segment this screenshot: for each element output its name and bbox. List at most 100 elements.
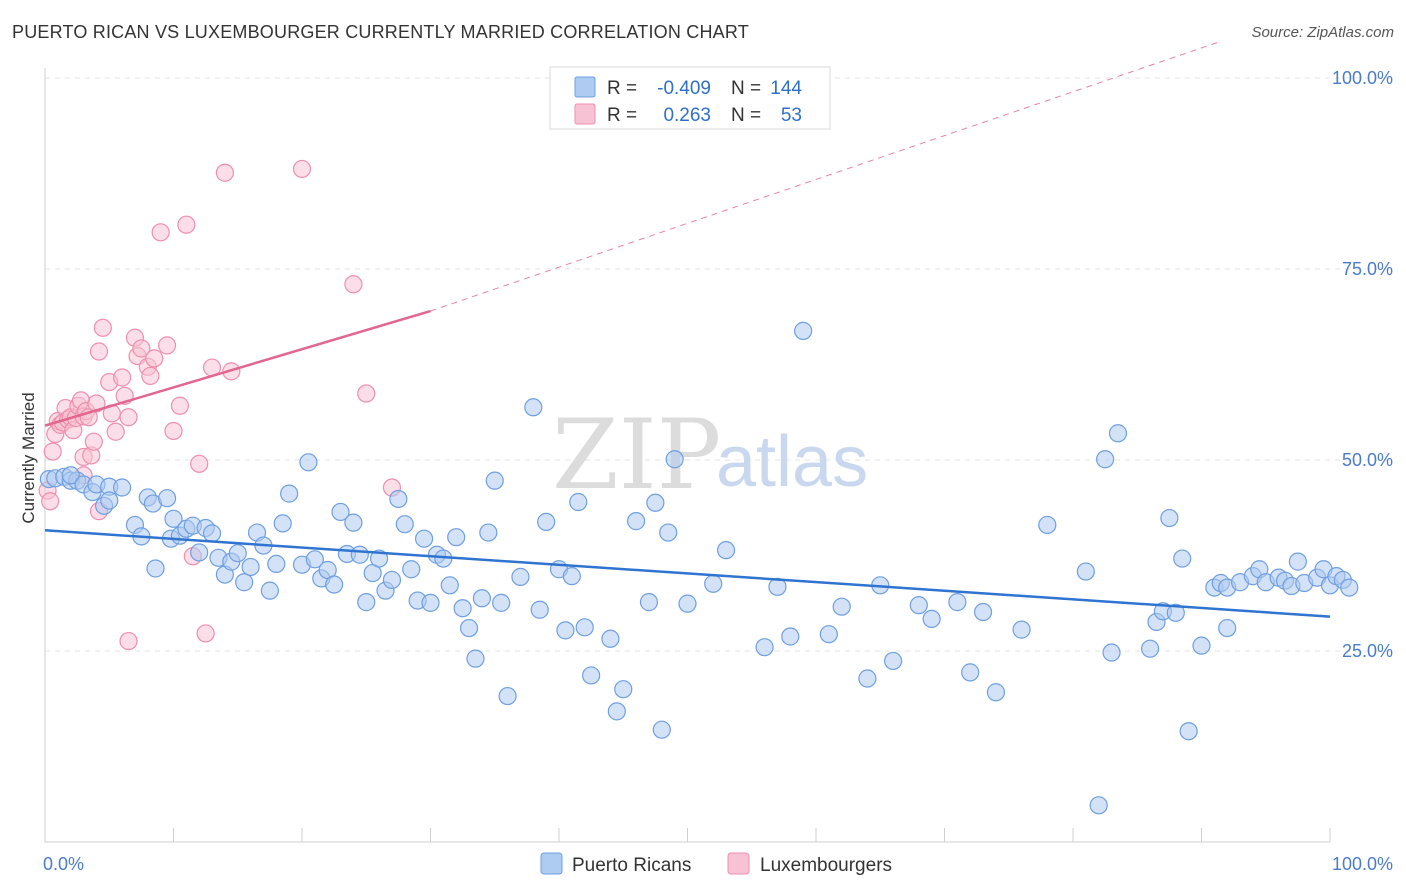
puerto-rican-point: [402, 560, 421, 579]
puerto-rican-point: [305, 550, 324, 569]
puerto-rican-point: [100, 491, 119, 510]
watermark: ZIP atlas: [552, 399, 868, 511]
puerto-rican-point: [524, 398, 543, 417]
puerto-rican-point: [1288, 552, 1307, 571]
series-legend-swatch-luxembourgers: [727, 852, 750, 875]
luxembourger-trend-extension: [430, 41, 1221, 312]
puerto-rican-point: [582, 666, 601, 685]
puerto-rican-point: [146, 559, 165, 578]
puerto-rican-point: [228, 544, 247, 563]
puerto-rican-point: [112, 478, 132, 497]
puerto-rican-point: [614, 680, 633, 699]
puerto-rican-points: [39, 321, 1359, 815]
puerto-rican-point: [1192, 636, 1211, 655]
puerto-rican-point: [260, 581, 279, 600]
legend-box: [549, 66, 831, 130]
puerto-rican-point: [794, 321, 813, 340]
puerto-rican-point: [511, 567, 530, 586]
puerto-rican-point: [202, 524, 222, 543]
puerto-rican-point: [973, 602, 993, 622]
puerto-rican-trend-line: [44, 529, 1331, 618]
puerto-rican-point: [1166, 603, 1185, 622]
legend-r-label-pink: R =: [607, 105, 637, 126]
puerto-rican-point: [350, 545, 369, 564]
puerto-rican-point: [1096, 450, 1115, 469]
luxembourger-point: [151, 223, 170, 242]
puerto-rican-point: [986, 683, 1006, 702]
luxembourger-point: [177, 215, 196, 234]
puerto-rican-point: [389, 489, 408, 509]
puerto-rican-point: [530, 600, 549, 619]
puerto-rican-point: [652, 720, 671, 739]
series-legend-swatch-puerto-ricans: [540, 852, 563, 875]
tick-labels: 25.0% 50.0% 75.0% 100.0% 0.0% 100.0%: [43, 68, 1393, 874]
puerto-rican-point: [267, 554, 286, 574]
puerto-rican-point: [922, 609, 941, 629]
puerto-rican-point: [556, 621, 575, 640]
puerto-rican-point: [1108, 424, 1128, 443]
series-legend-puerto-ricans: Puerto Ricans: [572, 855, 691, 876]
puerto-rican-point: [466, 649, 485, 668]
legend-n-value-blue: 144: [770, 78, 802, 99]
luxembourger-point: [344, 275, 363, 294]
luxembourger-point: [292, 159, 312, 179]
puerto-rican-point: [858, 669, 877, 688]
puerto-rican-point: [1218, 618, 1237, 638]
source-credit: Source: ZipAtlas.com: [1251, 24, 1394, 41]
luxembourger-point: [170, 396, 190, 415]
legend-r-label-blue: R =: [607, 78, 637, 99]
puerto-rican-point: [948, 593, 967, 612]
puerto-rican-point: [601, 629, 620, 648]
legend-r-value-blue: -0.409: [657, 78, 711, 99]
puerto-rican-point: [646, 493, 665, 512]
luxembourger-point: [357, 384, 376, 403]
puerto-rican-point: [492, 593, 511, 612]
puerto-rican-point: [325, 575, 344, 594]
series-legend: Puerto Ricans Luxembourgers: [540, 852, 892, 876]
legend-r-value-pink: 0.263: [663, 105, 711, 126]
legend-n-value-pink: 53: [781, 105, 802, 126]
puerto-rican-point: [1102, 643, 1121, 662]
luxembourger-point: [190, 454, 209, 473]
puerto-rican-point: [395, 515, 414, 534]
puerto-rican-point: [639, 593, 659, 612]
puerto-rican-point: [659, 523, 678, 542]
puerto-rican-point: [1140, 639, 1160, 658]
puerto-rican-point: [61, 466, 80, 485]
puerto-rican-point: [280, 484, 299, 503]
y-tick-label: 50.0%: [1342, 450, 1393, 470]
series-legend-luxembourgers: Luxembourgers: [760, 855, 892, 876]
legend-swatch-blue: [574, 76, 596, 98]
legend-n-label-blue: N =: [731, 78, 761, 99]
luxembourger-point: [43, 442, 62, 461]
puerto-rican-point: [883, 651, 903, 671]
luxembourger-point: [119, 631, 138, 651]
luxembourger-point: [145, 349, 164, 368]
puerto-rican-point: [273, 514, 292, 533]
puerto-rican-point: [331, 502, 350, 522]
puerto-rican-point: [909, 596, 928, 615]
luxembourger-point: [93, 318, 112, 337]
puerto-rican-point: [1038, 515, 1057, 535]
luxembourger-points: [38, 159, 402, 651]
puerto-rican-point: [235, 573, 254, 592]
luxembourger-point: [196, 624, 215, 643]
luxembourger-point: [87, 394, 106, 413]
puerto-rican-point: [569, 492, 588, 512]
puerto-rican-point: [190, 543, 209, 562]
y-tick-label: 100.0%: [1332, 68, 1393, 88]
puerto-rican-point: [344, 513, 363, 532]
chart-title: PUERTO RICAN VS LUXEMBOURGER CURRENTLY M…: [12, 22, 749, 42]
puerto-rican-point: [485, 471, 504, 490]
puerto-rican-point: [498, 686, 517, 706]
puerto-rican-point: [832, 597, 851, 616]
puerto-rican-point: [421, 593, 440, 612]
puerto-rican-point: [607, 702, 626, 721]
puerto-rican-point: [1340, 578, 1359, 597]
puerto-rican-point: [575, 618, 594, 637]
puerto-rican-point: [704, 574, 723, 593]
puerto-rican-point: [665, 450, 684, 469]
x-tick-label-max: 100.0%: [1332, 854, 1393, 874]
watermark-atlas: atlas: [716, 422, 868, 502]
